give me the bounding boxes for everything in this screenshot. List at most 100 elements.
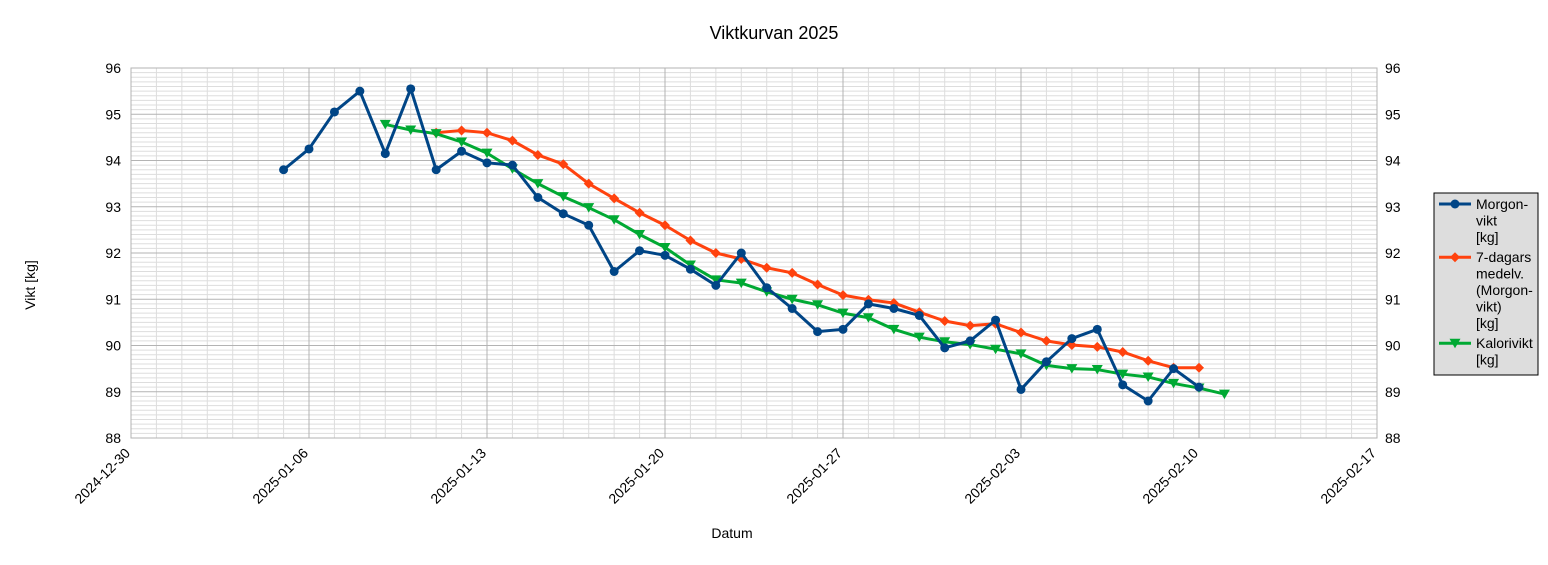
data-point: [1143, 355, 1154, 366]
data-point: [507, 135, 518, 146]
data-point: [837, 308, 849, 319]
data-point: [456, 137, 468, 147]
y-tick-label-right: 89: [1385, 384, 1401, 400]
data-point: [940, 343, 950, 353]
x-tick-label: 2024-12-30: [71, 445, 133, 507]
y-tick-label-right: 93: [1385, 199, 1401, 215]
data-point: [532, 149, 543, 160]
plot-frame: [130, 67, 1378, 439]
data-point: [812, 279, 823, 290]
x-axis-ticks: 2024-12-30 2025-01-06 2025-01-13 2025-01-20…: [71, 445, 1379, 507]
data-point: [939, 337, 951, 347]
data-point: [584, 220, 594, 230]
data-point: [1118, 380, 1128, 390]
data-point: [913, 332, 925, 343]
data-point: [863, 299, 873, 309]
x-tick-label: 2025-02-17: [1317, 445, 1379, 507]
data-point: [430, 129, 442, 139]
data-point: [482, 127, 492, 138]
data-point: [711, 280, 721, 290]
data-point: [1015, 349, 1027, 359]
data-point: [558, 159, 569, 170]
data-point: [914, 310, 924, 320]
legend: Morgon-vikt [kg]7-dagars medelv. (Morgon-vi…: [1433, 192, 1539, 376]
data-point: [787, 304, 797, 313]
y-tick-label-left: 91: [105, 291, 121, 307]
data-point: [1041, 357, 1051, 367]
data-point: [1067, 334, 1077, 344]
data-point: [965, 320, 976, 331]
data-point: [482, 158, 492, 168]
chart-title: Viktkurvan 2025: [710, 23, 839, 43]
data-point: [736, 248, 746, 258]
series-line: [384, 122, 1225, 396]
data-point: [1117, 369, 1129, 380]
y-tick-label-right: 90: [1385, 338, 1401, 354]
y-tick-label-left: 96: [105, 60, 121, 76]
x-tick-label: 2025-01-13: [427, 445, 489, 507]
data-point: [660, 220, 670, 231]
data-point: [405, 125, 417, 135]
data-point: [1117, 346, 1128, 357]
legend-label: 7-dagars medelv. (Morgon-vikt) [kg]: [1476, 249, 1533, 331]
data-point: [659, 242, 671, 253]
data-point: [608, 215, 620, 225]
data-point: [304, 144, 314, 154]
series-2: [379, 119, 1230, 400]
data-point: [1218, 389, 1230, 400]
data-point: [710, 275, 722, 285]
data-point: [1169, 364, 1179, 374]
series-1: [431, 125, 1204, 373]
data-point: [762, 283, 772, 293]
legend-item: Kalorivikt [kg]: [1439, 335, 1533, 368]
data-point: [735, 278, 747, 289]
data-point: [1066, 364, 1078, 374]
data-point: [1016, 384, 1026, 394]
y-tick-label-right: 92: [1385, 245, 1401, 261]
data-point: [710, 248, 721, 258]
data-point: [609, 267, 619, 276]
data-point: [1092, 341, 1103, 352]
data-point: [1041, 335, 1052, 346]
series-layer: [279, 84, 1230, 406]
data-point: [685, 264, 695, 274]
data-point: [507, 160, 517, 170]
y-axis-left-ticks: 88 89 90 91 92 93 94 95 96: [105, 60, 121, 446]
data-point: [1194, 362, 1204, 373]
y-tick-label-right: 94: [1385, 153, 1401, 169]
legend-marker: [1450, 199, 1460, 209]
data-point: [787, 267, 798, 278]
data-point: [813, 327, 823, 337]
data-point: [457, 146, 467, 156]
data-point: [1142, 372, 1154, 382]
y-tick-label-right: 91: [1385, 291, 1401, 307]
legend-item: 7-dagars medelv. (Morgon-vikt) [kg]: [1439, 249, 1533, 331]
legend-marker: [1450, 252, 1460, 263]
y-tick-label-right: 96: [1385, 60, 1401, 76]
data-point: [481, 148, 493, 159]
data-point: [660, 250, 670, 260]
data-point: [533, 193, 543, 202]
data-point: [456, 125, 467, 136]
data-point: [279, 165, 289, 175]
data-point: [355, 86, 365, 96]
legend-label: Kalorivikt [kg]: [1476, 335, 1533, 367]
data-point: [635, 246, 645, 256]
data-point: [557, 192, 569, 202]
x-axis-title: Datum: [711, 525, 752, 541]
data-point: [1194, 382, 1204, 392]
y-tick-label-left: 90: [105, 338, 121, 354]
data-point: [838, 324, 848, 334]
y-tick-label-right: 88: [1385, 430, 1401, 446]
x-tick-label: 2025-02-10: [1139, 445, 1201, 507]
series-0: [279, 84, 1204, 406]
data-point: [1168, 378, 1180, 389]
data-point: [1092, 324, 1102, 334]
legend-marker: [1449, 338, 1461, 349]
data-point: [1143, 396, 1153, 406]
data-point: [583, 203, 595, 213]
x-tick-label: 2025-01-27: [783, 445, 845, 507]
data-point: [838, 290, 848, 301]
y-tick-label-right: 95: [1385, 106, 1401, 122]
